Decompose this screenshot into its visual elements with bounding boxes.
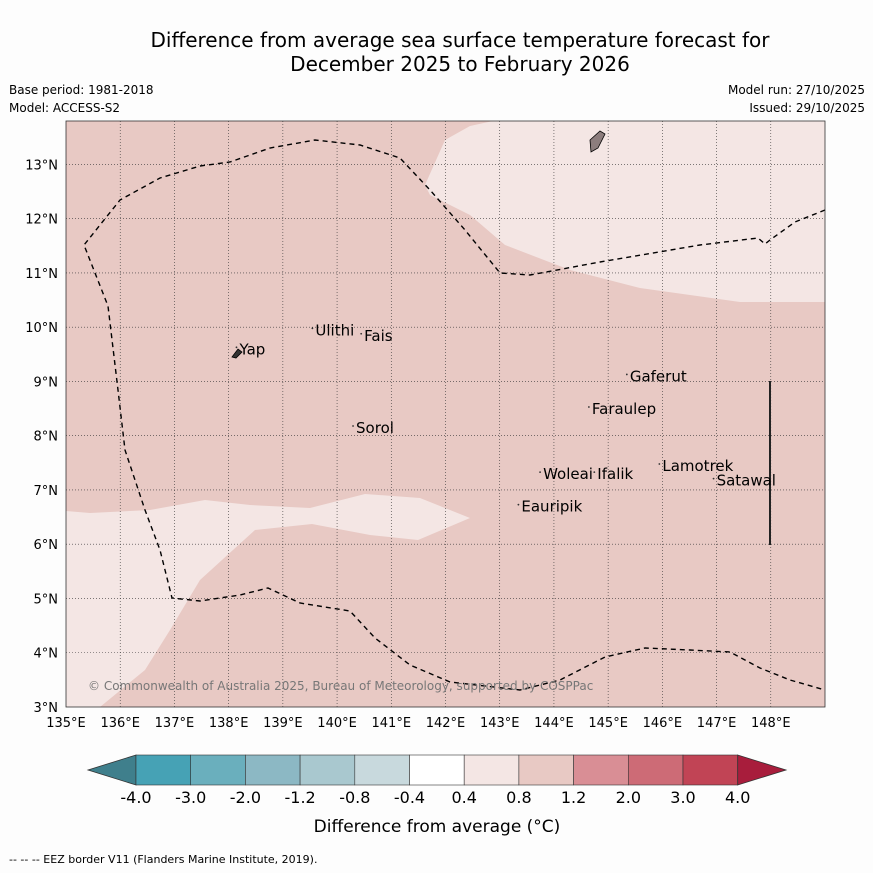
meta-left: Base period: 1981-2018 Model: ACCESS-S2 (9, 81, 154, 117)
colorbar-label: 3.0 (670, 788, 695, 807)
place-label: Satawal (717, 472, 776, 490)
place-label: Woleai (543, 465, 593, 483)
map-title: Difference from average sea surface temp… (100, 28, 820, 76)
lon-tick-label: 142°E (426, 716, 466, 731)
lon-tick-label: 148°E (751, 716, 791, 731)
place-label: Ulithi (315, 321, 354, 339)
colorbar-segment (190, 754, 246, 786)
colorbar-label: 0.4 (451, 788, 476, 807)
lat-tick-label: 13°N (25, 158, 58, 173)
map-frame (65, 120, 826, 708)
yap-island (231, 348, 243, 359)
model-name: Model: ACCESS-S2 (9, 101, 121, 115)
place-marker (593, 471, 596, 474)
lon-tick-label: 147°E (697, 716, 737, 731)
colorbar-segment (245, 754, 301, 786)
colorbar-label: -0.4 (394, 788, 425, 807)
place-marker (712, 477, 715, 480)
place-marker (517, 503, 520, 506)
place-marker (658, 463, 661, 465)
place-label: Eauripik (521, 498, 582, 516)
title-line-1: Difference from average sea surface temp… (150, 28, 770, 52)
lon-tick-label: 140°E (317, 716, 357, 731)
eez-border (83, 139, 826, 691)
place-label: Faraulep (592, 400, 656, 418)
colorbar-segment (682, 754, 739, 786)
place-label: Sorol (356, 419, 394, 437)
lat-tick-label: 7°N (34, 484, 59, 499)
colorbar-label: -3.0 (175, 788, 206, 807)
colorbar-segment (135, 754, 192, 786)
lon-tick-label: 138°E (209, 716, 249, 731)
lon-tick-label: 145°E (588, 716, 628, 731)
place-marker (352, 425, 354, 427)
longitude-labels: 135°E 136°E 137°E 138°E 139°E 140°E 141°E 142°E… (46, 716, 790, 731)
place-label: Ifalik (597, 465, 633, 483)
place-marker (235, 346, 238, 349)
guam-island (589, 130, 606, 153)
colorbar-segment (354, 754, 410, 786)
copyright-text: © Commonwealth of Australia 2025, Bureau… (88, 679, 593, 693)
latitude-labels: 3°N 4°N 5°N 6°N 7°N 8°N 9°N 10°N 11°N 12°N 13°N (25, 158, 58, 716)
colorbar-segment (518, 754, 574, 786)
lon-tick-label: 139°E (263, 716, 303, 731)
footnote: -- -- -- EEZ border V11 (Flanders Marine… (9, 853, 318, 866)
lat-tick-label: 10°N (25, 321, 58, 336)
lat-tick-label: 12°N (25, 213, 58, 228)
lat-tick-label: 11°N (25, 267, 58, 282)
legend-colorbar (86, 754, 788, 786)
lat-tick-label: 9°N (34, 375, 59, 390)
colorbar-arrow-low (86, 754, 137, 786)
place-marker (625, 373, 628, 376)
colorbar-label: 4.0 (725, 788, 750, 807)
colorbar-label: 1.2 (561, 788, 586, 807)
issued-date: Issued: 29/10/2025 (749, 101, 865, 115)
place-marker (311, 327, 314, 330)
place-labels: Yap Ulithi Fais Gaferut Faraulep Sorol Woleai I… (235, 321, 776, 516)
colorbar-segment (573, 754, 629, 786)
model-run: Model run: 27/10/2025 (727, 83, 865, 97)
lon-tick-label: 137°E (155, 716, 195, 731)
anomaly-region-south (66, 494, 470, 707)
lat-tick-label: 5°N (34, 592, 59, 607)
lon-tick-label: 143°E (480, 716, 520, 731)
colorbar-segment (409, 754, 465, 786)
anomaly-region-north (425, 121, 825, 302)
colorbar-label: -4.0 (120, 788, 151, 807)
place-label: Lamotrek (662, 457, 733, 475)
colorbar-segment (627, 754, 684, 786)
lon-tick-label: 146°E (643, 716, 683, 731)
colorbar-label: -0.8 (339, 788, 370, 807)
legend-tick-labels: -4.0 -3.0 -2.0 -1.2 -0.8 -0.4 0.4 0.8 1.2 2.0 3.0 4… (120, 788, 750, 807)
base-period: Base period: 1981-2018 (9, 83, 154, 97)
title-line-2: December 2025 to February 2026 (290, 52, 630, 76)
lon-tick-label: 144°E (534, 716, 574, 731)
colorbar-segment (299, 754, 356, 786)
lon-tick-label: 135°E (46, 716, 86, 731)
lon-tick-label: 136°E (100, 716, 140, 731)
place-label: Gaferut (630, 367, 687, 385)
place-label: Yap (238, 340, 265, 358)
lat-tick-label: 3°N (34, 701, 59, 716)
colorbar-label: -1.2 (284, 788, 315, 807)
gridlines (66, 121, 825, 707)
lon-tick-label: 141°E (372, 716, 412, 731)
lat-tick-label: 4°N (34, 647, 59, 662)
place-marker (360, 332, 363, 335)
place-marker (587, 406, 590, 408)
lat-tick-label: 8°N (34, 430, 59, 445)
legend-title: Difference from average (°C) (314, 817, 561, 837)
place-label: Fais (364, 327, 393, 345)
colorbar-label: -2.0 (230, 788, 261, 807)
meta-right: Model run: 27/10/2025 Issued: 29/10/2025 (728, 81, 865, 117)
colorbar-label: 0.8 (506, 788, 531, 807)
lat-tick-label: 6°N (34, 538, 59, 553)
colorbar-arrow-high (737, 754, 788, 786)
colorbar-label: 2.0 (616, 788, 641, 807)
colorbar-segment (463, 754, 520, 786)
place-marker (539, 471, 541, 474)
